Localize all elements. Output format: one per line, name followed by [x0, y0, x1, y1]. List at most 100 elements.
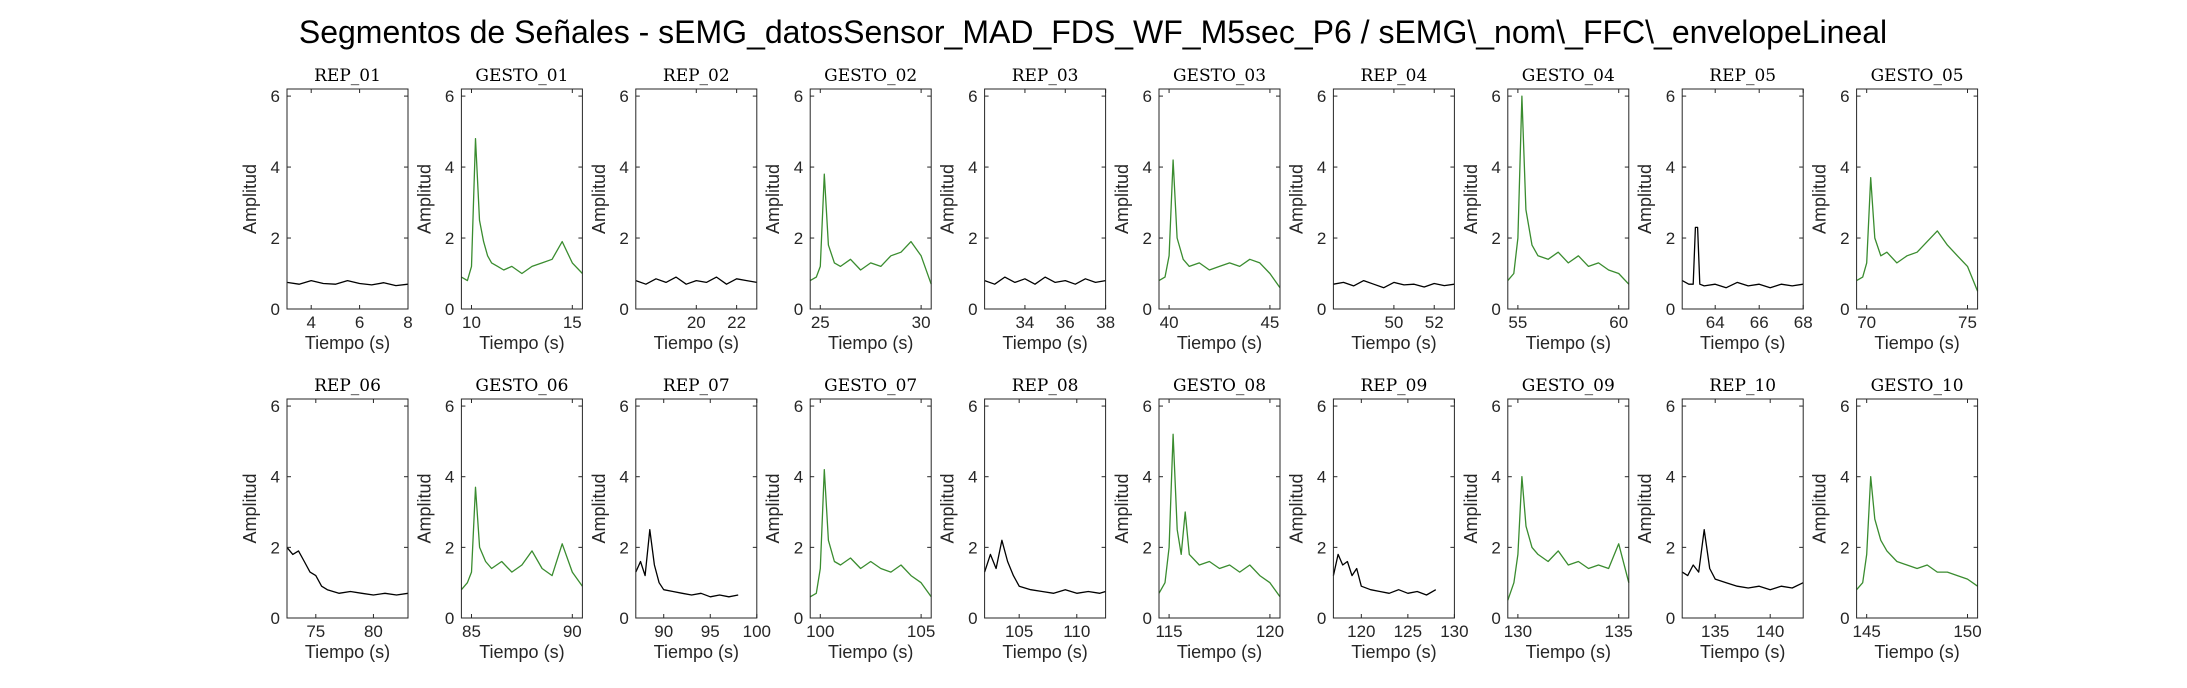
axes-frame [1507, 398, 1630, 619]
x-tick-label: 120 [1256, 622, 1284, 641]
x-axis-label: Tiempo (s) [828, 333, 913, 353]
y-tick-label: 4 [271, 468, 280, 487]
y-tick-label: 2 [968, 538, 977, 557]
y-tick-label: 0 [968, 300, 977, 319]
x-tick-label: 120 [1347, 622, 1375, 641]
subplot-title: GESTO_07 [824, 376, 917, 396]
x-axis-label: Tiempo (s) [1700, 333, 1785, 353]
y-tick-label: 4 [1840, 158, 1849, 177]
series-line-4-1 [809, 173, 932, 285]
y-tick-label: 6 [1840, 397, 1849, 416]
subplot-title: GESTO_10 [1871, 376, 1964, 396]
x-tick-label: 130 [1440, 622, 1468, 641]
y-tick-label: 6 [271, 397, 280, 416]
x-axis-label: Tiempo (s) [1526, 642, 1611, 662]
subplot-title: GESTO_02 [824, 66, 917, 86]
series-line-9-1 [1681, 226, 1804, 289]
x-tick-label: 34 [1015, 313, 1034, 332]
y-tick-label: 0 [1491, 300, 1500, 319]
x-axis-label: Tiempo (s) [1351, 333, 1436, 353]
y-tick-label: 0 [1840, 300, 1849, 319]
subplot-5: 0 2 4 6 34 36 38 REP_03 Tiempo (s) Amplitud [938, 66, 1115, 353]
subplot-title: REP_04 [1361, 66, 1428, 86]
y-tick-label: 6 [1840, 87, 1849, 106]
y-tick-label: 0 [1491, 609, 1500, 628]
y-tick-label: 6 [445, 87, 454, 106]
y-tick-label: 0 [968, 609, 977, 628]
y-tick-label: 4 [794, 468, 803, 487]
y-tick-label: 0 [1840, 609, 1849, 628]
y-tick-label: 2 [445, 229, 454, 248]
x-tick-label: 4 [306, 313, 315, 332]
subplot-10: 0 2 4 6 70 75 GESTO_05 Tiempo (s) Amplitud [1810, 66, 1979, 353]
x-tick-label: 85 [462, 622, 481, 641]
x-tick-label: 50 [1384, 313, 1403, 332]
x-tick-label: 140 [1756, 622, 1784, 641]
x-tick-label: 8 [403, 313, 412, 332]
y-tick-label: 4 [1143, 158, 1152, 177]
y-tick-label: 2 [619, 538, 628, 557]
axes-frame [809, 398, 932, 619]
subplot-title: REP_02 [663, 66, 730, 86]
x-tick-label: 40 [1160, 313, 1179, 332]
x-tick-label: 15 [563, 313, 582, 332]
x-tick-label: 70 [1857, 313, 1876, 332]
y-tick-label: 2 [1317, 538, 1326, 557]
series-line-12-1 [460, 486, 583, 591]
series-line-1-1 [286, 279, 409, 287]
y-tick-label: 4 [1666, 468, 1675, 487]
y-tick-label: 6 [1143, 87, 1152, 106]
x-tick-label: 20 [687, 313, 706, 332]
series-line-2-1 [461, 138, 583, 282]
axes-frame [1507, 88, 1630, 310]
axes-frame [809, 88, 932, 310]
x-tick-label: 135 [1701, 622, 1729, 641]
y-tick-label: 2 [1840, 538, 1849, 557]
x-tick-label: 105 [1005, 622, 1033, 641]
y-tick-label: 2 [619, 229, 628, 248]
subplot-14: 0 2 4 6 100 105 GESTO_07 Tiempo (s) Amplitud [763, 376, 935, 662]
axes-frame [460, 88, 583, 310]
x-tick-label: 36 [1056, 313, 1075, 332]
x-axis-label: Tiempo (s) [1177, 642, 1262, 662]
x-tick-label: 105 [907, 622, 935, 641]
y-tick-label: 6 [1666, 87, 1675, 106]
axes-frame [1158, 88, 1281, 310]
axes-frame [460, 398, 583, 619]
y-axis-label: Amplitud [1810, 473, 1830, 543]
y-tick-label: 6 [445, 397, 454, 416]
y-axis-label: Amplitud [1286, 164, 1306, 234]
subplot-title: GESTO_06 [475, 376, 568, 396]
x-axis-label: Tiempo (s) [1700, 642, 1785, 662]
series-line-17-1 [1332, 553, 1437, 596]
y-tick-label: 4 [1666, 158, 1675, 177]
x-tick-label: 45 [1260, 313, 1279, 332]
y-tick-label: 0 [1666, 300, 1675, 319]
y-tick-label: 0 [619, 609, 628, 628]
subplot-18: 0 2 4 6 130 135 GESTO_09 Tiempo (s) Amplitud [1461, 376, 1633, 662]
x-axis-label: Tiempo (s) [1874, 642, 1959, 662]
y-tick-label: 4 [968, 158, 977, 177]
series-line-5-1 [984, 276, 1106, 285]
x-tick-label: 22 [727, 313, 746, 332]
y-tick-label: 6 [1491, 87, 1500, 106]
x-axis-label: Tiempo (s) [1002, 333, 1087, 353]
x-axis-label: Tiempo (s) [479, 642, 564, 662]
axes-frame [1158, 398, 1281, 619]
series-line-16-1 [1158, 433, 1281, 598]
y-tick-label: 0 [445, 300, 454, 319]
subplot-title: REP_06 [314, 376, 381, 396]
x-axis-label: Tiempo (s) [1002, 642, 1087, 662]
x-tick-label: 75 [1958, 313, 1977, 332]
series-line-14-1 [809, 468, 932, 598]
axes-frame [1856, 398, 1979, 619]
subplot-title: GESTO_03 [1173, 66, 1266, 86]
subplot-title: GESTO_01 [475, 66, 568, 86]
axes-frame [286, 398, 409, 619]
y-tick-label: 0 [271, 300, 280, 319]
subplot-8: 0 2 4 6 55 60 GESTO_04 Tiempo (s) Amplitud [1461, 66, 1630, 353]
x-tick-label: 135 [1605, 622, 1633, 641]
